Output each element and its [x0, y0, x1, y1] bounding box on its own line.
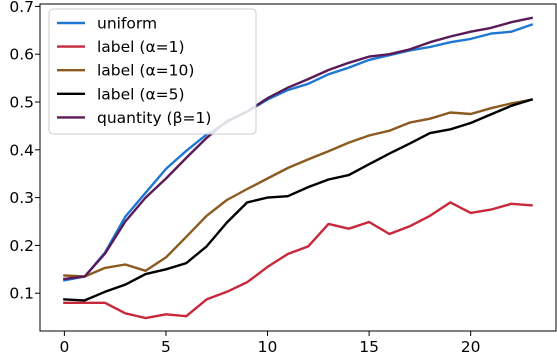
- legend-label: uniform: [97, 15, 157, 33]
- legend-item: uniform: [57, 15, 157, 33]
- x-tick-label: 20: [461, 338, 481, 356]
- y-tick-label: 0.4: [9, 141, 34, 159]
- legend-item: label (α=5): [57, 85, 185, 103]
- series-line-2: [63, 98, 534, 278]
- y-tick-label: 0.6: [9, 46, 34, 64]
- x-tick-label: 10: [258, 338, 278, 356]
- x-tick-label: 15: [359, 338, 379, 356]
- legend-label: label (α=10): [97, 62, 194, 80]
- series-line-3: [63, 98, 534, 302]
- legend-item: quantity (β=1): [57, 109, 211, 127]
- legend: uniform label (α=1) label (α=10) label (α=5…: [48, 8, 257, 135]
- y-tick-label: 0.1: [9, 285, 34, 303]
- legend-label: label (α=1): [97, 38, 185, 56]
- y-tick-label: 0.3: [9, 189, 34, 207]
- x-tick-label: 0: [59, 338, 69, 356]
- y-tick-label: 0.2: [9, 237, 34, 255]
- x-axis: 0 5 10 15 20: [59, 331, 481, 356]
- legend-label: quantity (β=1): [97, 109, 211, 127]
- plot-area: [39, 3, 557, 332]
- x-tick-label: 5: [161, 338, 171, 356]
- series-lines: [62, 16, 534, 320]
- y-tick-label: 0.7: [9, 0, 34, 16]
- legend-item: label (α=10): [57, 62, 194, 80]
- legend-item: label (α=1): [57, 38, 185, 56]
- legend-box: [48, 8, 257, 135]
- series-line-4: [63, 16, 534, 281]
- legend-label: label (α=5): [97, 85, 185, 103]
- y-axis: 0.1 0.2 0.3 0.4 0.5 0.6 0.7: [9, 0, 40, 303]
- plot-frame: [39, 3, 557, 332]
- series-line-0: [62, 23, 534, 282]
- y-tick-label: 0.5: [9, 94, 34, 112]
- series-line-1: [63, 201, 533, 320]
